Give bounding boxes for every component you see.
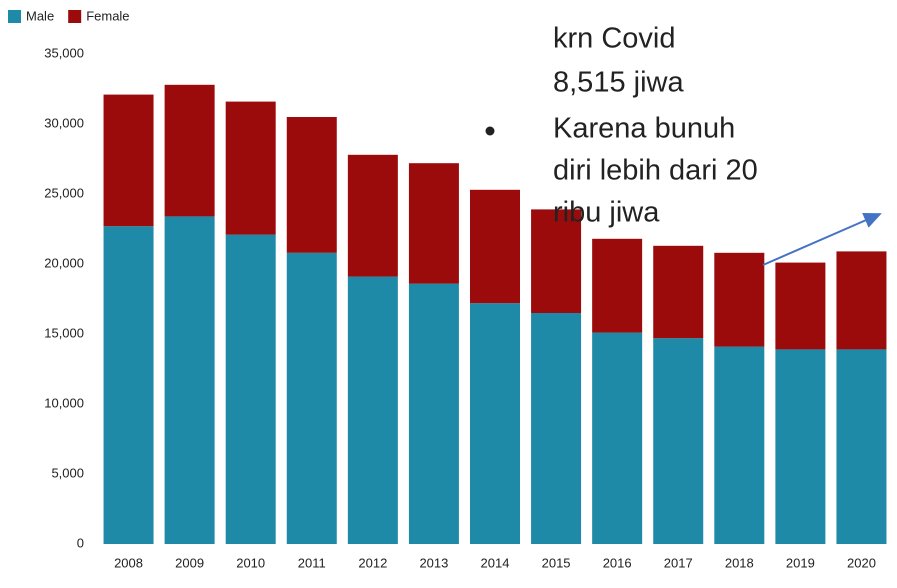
y-tick-label: 15,000 (44, 325, 84, 340)
bar-segment (286, 252, 337, 545)
bar-segment (714, 252, 765, 347)
bar-segment (653, 245, 704, 339)
bar-segment (347, 154, 398, 277)
bar-segment (531, 313, 582, 544)
bar-segment (164, 84, 215, 217)
bullet (485, 126, 495, 136)
annotation-line: 8,515 jiwa (553, 67, 684, 99)
bar-segment (775, 349, 826, 544)
x-tick-label: 2017 (664, 555, 693, 570)
bar-segment (470, 189, 520, 304)
bar-segment (592, 238, 643, 333)
legend-swatch (8, 10, 21, 23)
bar-segment (347, 276, 398, 544)
legend-label: Male (26, 8, 54, 23)
bar-segment (408, 283, 459, 544)
x-tick-label: 2010 (236, 555, 265, 570)
annotation-line: ribu jiwa (553, 197, 660, 229)
x-tick-label: 2018 (725, 555, 754, 570)
x-tick-label: 2016 (603, 555, 632, 570)
bar-segment (836, 349, 887, 544)
x-tick-label: 2014 (481, 555, 510, 570)
bar-segment (408, 163, 459, 284)
bar-segment (836, 251, 887, 350)
annotation-line: Karena bunuh (553, 113, 735, 145)
x-tick-label: 2013 (419, 555, 448, 570)
bar-segment (592, 332, 643, 544)
bar-segment (531, 209, 582, 313)
bar-segment (225, 234, 276, 544)
y-tick-label: 20,000 (44, 255, 84, 270)
y-tick-label: 0 (77, 535, 84, 550)
annotation: krn Covid 8,515 jiwa Karena bunuh diri lebi… (553, 23, 758, 229)
x-tick-label: 2015 (542, 555, 571, 570)
legend-swatch (68, 10, 82, 23)
y-tick-label: 10,000 (44, 395, 84, 410)
bar-segment (103, 226, 154, 544)
y-tick-label: 35,000 (44, 45, 84, 60)
bar-segment (470, 303, 520, 544)
bar-segment (775, 262, 826, 350)
y-tick-label: 25,000 (44, 185, 84, 200)
plot: 0 5,000 10,000 15,000 20,000 25,000 30,000 35,0… (8, 8, 887, 570)
bar-segment (164, 216, 215, 544)
bar-segment (653, 338, 704, 544)
x-tick-label: 2011 (298, 555, 326, 570)
bar-segment (103, 94, 154, 227)
legend-label: Female (86, 8, 129, 23)
x-tick-label: 2012 (358, 555, 387, 570)
x-tick-label: 2009 (175, 555, 204, 570)
bar-segment (286, 117, 337, 253)
y-tick-label: 30,000 (44, 115, 84, 130)
annotation-line: diri lebih dari 20 (553, 155, 758, 187)
bar-segment (714, 346, 765, 544)
annotation-line: krn Covid (553, 23, 676, 55)
arrow (762, 213, 882, 266)
x-tick-label: 2019 (786, 555, 815, 570)
x-tick-label: 2008 (114, 555, 143, 570)
y-tick-label: 5,000 (51, 465, 84, 480)
bar-segment (225, 101, 276, 235)
x-tick-label: 2020 (847, 555, 876, 570)
